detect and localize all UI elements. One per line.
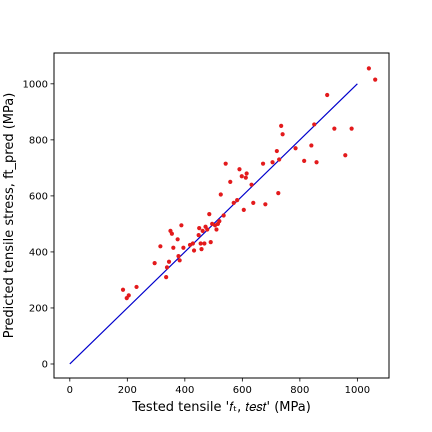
data-point-36 xyxy=(221,213,226,218)
data-point-66 xyxy=(373,77,378,82)
data-point-60 xyxy=(314,160,319,165)
x-axis-ticks: 0 200 400 600 800 1000 xyxy=(67,378,370,396)
data-point-42 xyxy=(239,174,244,179)
data-point-23 xyxy=(199,247,204,252)
data-point-35 xyxy=(218,192,223,197)
data-point-55 xyxy=(280,132,285,137)
data-points-layer xyxy=(120,66,378,301)
data-point-57 xyxy=(302,158,307,163)
x-tick-label-200: 200 xyxy=(118,385,137,396)
data-point-46 xyxy=(249,182,254,187)
y-axis-label: Predicted tensile stress, ft_pred (MPa) xyxy=(2,93,17,339)
x-tick-label-400: 400 xyxy=(175,385,194,396)
data-point-20 xyxy=(196,233,201,238)
data-point-0 xyxy=(120,287,126,292)
data-point-61 xyxy=(325,92,330,98)
data-point-50 xyxy=(270,160,275,165)
data-point-65 xyxy=(366,66,371,71)
x-axis-label: Tested tensile '𝑓ₜ, 𝑡𝑒𝑠𝑡' (MPa) xyxy=(131,400,311,415)
data-point-13 xyxy=(176,254,181,259)
data-point-25 xyxy=(202,241,207,246)
data-point-53 xyxy=(277,157,282,162)
data-point-56 xyxy=(293,146,298,151)
y-tick-label-1000: 1000 xyxy=(23,79,48,90)
data-point-41 xyxy=(237,167,242,172)
y-tick-label-200: 200 xyxy=(29,303,48,314)
plot-frame xyxy=(53,52,390,379)
data-point-62 xyxy=(332,126,337,131)
data-point-24 xyxy=(200,228,205,234)
data-point-52 xyxy=(276,190,281,196)
data-point-58 xyxy=(309,143,314,148)
data-point-51 xyxy=(274,148,279,154)
data-point-18 xyxy=(190,241,195,246)
data-point-14 xyxy=(177,258,182,263)
data-point-6 xyxy=(164,275,169,280)
data-point-37 xyxy=(223,161,228,166)
data-point-22 xyxy=(198,241,203,246)
data-point-48 xyxy=(260,161,266,166)
data-point-54 xyxy=(279,123,284,128)
data-point-34 xyxy=(217,219,222,224)
data-point-59 xyxy=(312,122,317,127)
x-tick-label-0: 0 xyxy=(67,385,73,396)
data-point-63 xyxy=(343,153,348,158)
data-point-10 xyxy=(169,231,174,236)
data-point-27 xyxy=(205,227,210,232)
data-point-5 xyxy=(158,244,163,249)
y-tick-label-800: 800 xyxy=(29,135,48,146)
data-point-3 xyxy=(134,284,139,290)
data-point-40 xyxy=(235,197,240,203)
data-point-29 xyxy=(208,240,213,245)
data-point-39 xyxy=(231,200,236,205)
data-point-43 xyxy=(241,207,246,212)
data-point-32 xyxy=(214,227,219,232)
data-point-15 xyxy=(179,223,184,228)
data-point-49 xyxy=(263,202,268,207)
y-tick-label-600: 600 xyxy=(29,191,48,202)
data-point-7 xyxy=(164,265,170,270)
x-tick-label-1000: 1000 xyxy=(345,385,370,396)
data-point-64 xyxy=(349,126,354,131)
data-point-4 xyxy=(152,261,157,266)
y-tick-label-400: 400 xyxy=(29,247,48,258)
y-axis-ticks: 0 200 400 600 800 1000 xyxy=(23,79,54,370)
y-tick-label-0: 0 xyxy=(42,359,48,370)
x-tick-label-800: 800 xyxy=(290,385,309,396)
data-point-11 xyxy=(171,245,176,250)
data-point-2 xyxy=(126,293,131,298)
data-point-47 xyxy=(251,200,256,205)
data-point-19 xyxy=(191,248,197,253)
data-point-38 xyxy=(228,179,233,184)
data-point-28 xyxy=(207,212,212,217)
data-point-8 xyxy=(166,259,172,264)
data-point-45 xyxy=(244,171,249,176)
data-point-21 xyxy=(197,226,202,231)
x-tick-label-600: 600 xyxy=(233,385,252,396)
data-point-44 xyxy=(243,175,248,180)
data-point-12 xyxy=(175,237,180,242)
data-point-16 xyxy=(181,245,186,250)
